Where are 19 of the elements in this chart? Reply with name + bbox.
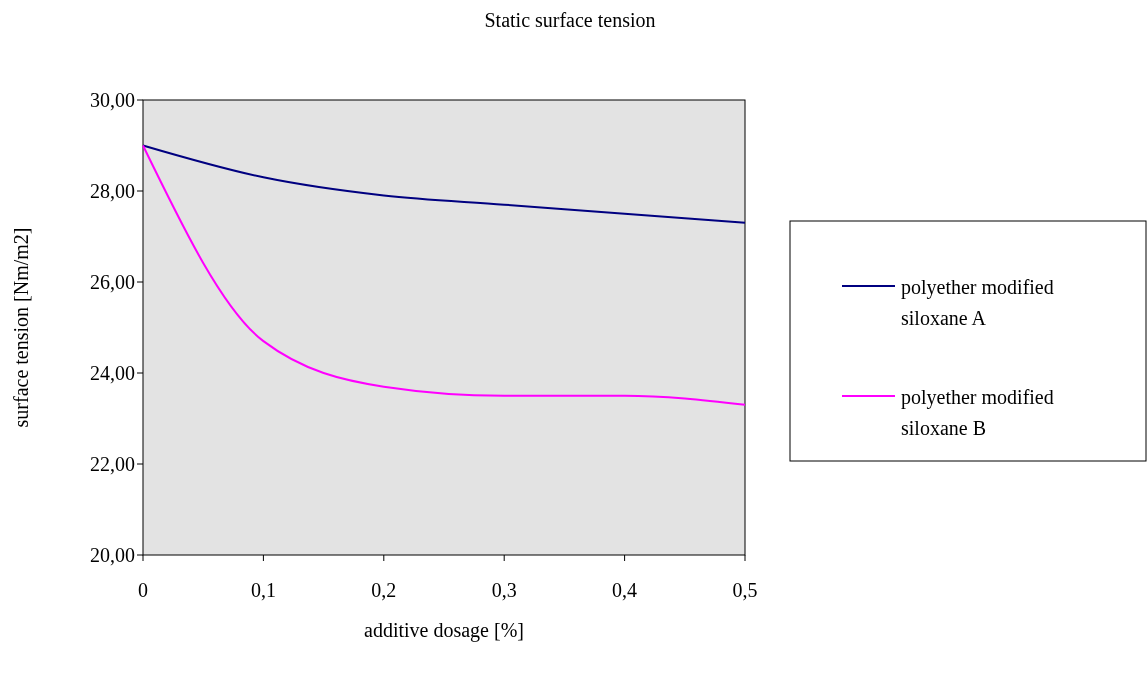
- x-axis-title: additive dosage [%]: [364, 619, 524, 642]
- x-tick-label: 0,3: [491, 579, 517, 601]
- line-series: [142, 144, 746, 224]
- y-tick-label: 30,00: [90, 89, 135, 111]
- x-tick-label: 0,1: [250, 579, 276, 601]
- x-tick-label: 0,4: [612, 579, 638, 601]
- y-tick-label: 22,00: [90, 453, 135, 475]
- y-axis-title: surface tension [Nm/m2]: [10, 227, 32, 428]
- y-tick-label: 26,00: [90, 271, 135, 293]
- chart-title: Static surface tension: [484, 9, 656, 31]
- x-tick-label: 0: [138, 579, 148, 601]
- legend-label: polyether modified siloxane A: [901, 276, 1054, 329]
- y-tick-label: 24,00: [90, 362, 135, 384]
- x-tick-label: 0,2: [371, 579, 397, 601]
- y-tick-label: 20,00: [90, 544, 135, 566]
- legend-label: polyether modified siloxane B: [901, 386, 1054, 439]
- line-series: [142, 144, 746, 406]
- x-tick-label: 0,5: [732, 579, 758, 601]
- y-tick-label: 28,00: [90, 180, 135, 202]
